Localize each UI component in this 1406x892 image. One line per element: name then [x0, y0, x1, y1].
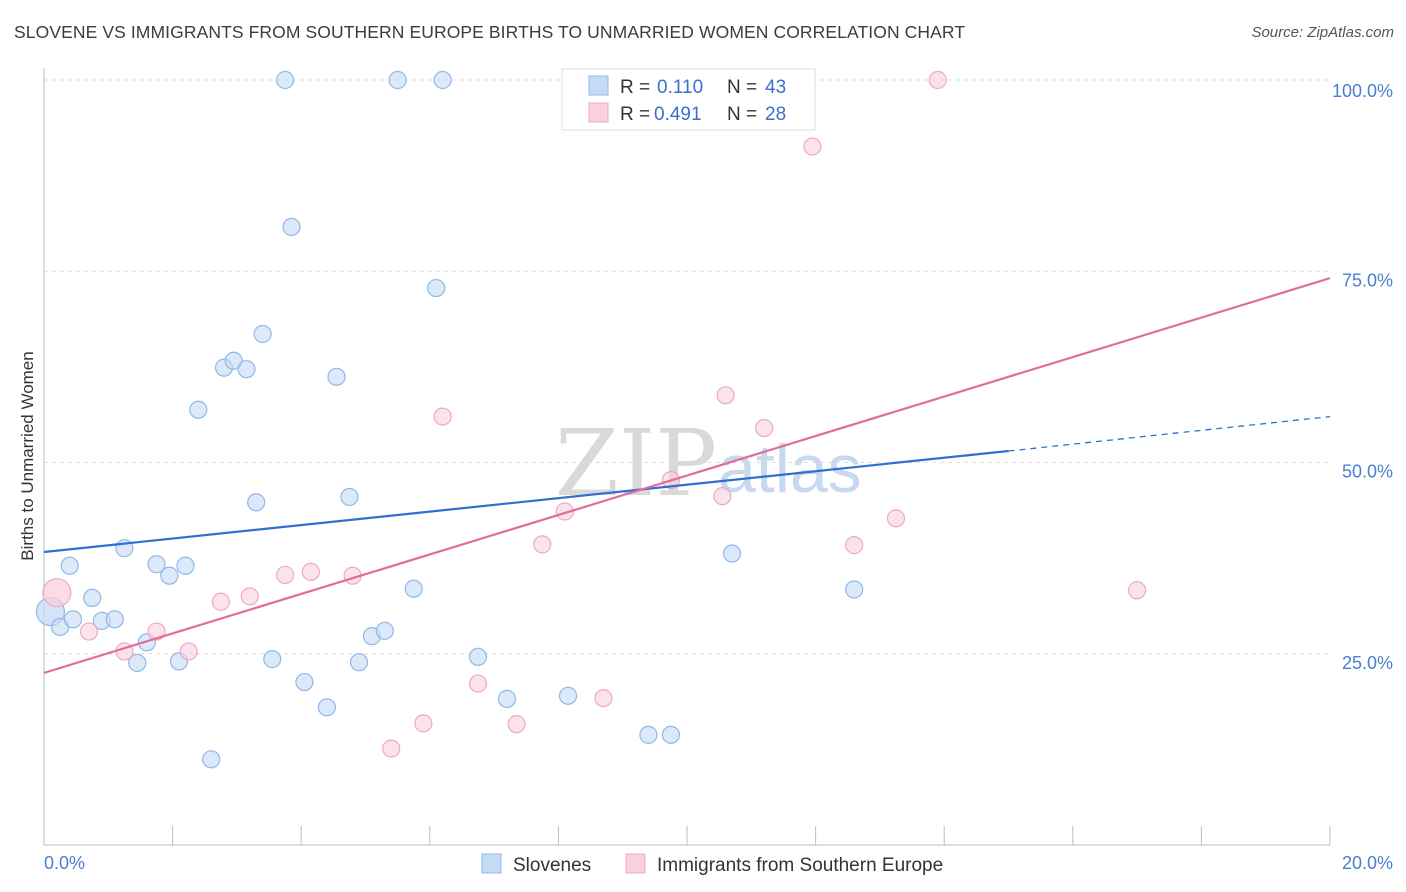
stats-r-value-1: 0.110: [657, 77, 703, 98]
trend-line-slovenes-extension: [1008, 415, 1331, 452]
chart-title: SLOVENE VS IMMIGRANTS FROM SOUTHERN EURO…: [14, 22, 966, 42]
slovenes-point-33: [427, 278, 446, 298]
slovenes-point-15: [202, 750, 221, 769]
slovenes-point-13: [176, 556, 195, 575]
y-tick-label-100: 100.0%: [1332, 81, 1393, 101]
slovenes-point-32: [404, 579, 423, 598]
x-axis-ticks: [43, 826, 1331, 845]
immigrants-point-17: [594, 689, 613, 708]
slovenes-point-19: [247, 493, 266, 512]
immigrants-point-12: [433, 407, 452, 426]
trend-lines: [43, 277, 1331, 674]
watermark-zip: ZIP: [555, 410, 717, 517]
stats-box: R = 0.110 N = 43 R = 0.491 N = 28: [561, 68, 816, 131]
immigrants-point-27: [1127, 581, 1147, 600]
slovenes-point-39: [661, 725, 681, 744]
immigrants-point-22: [755, 418, 774, 438]
immigrants-point-25: [886, 509, 906, 528]
source-label: Source: ZipAtlas.com: [1251, 24, 1394, 41]
slovenes-point-31: [388, 70, 407, 90]
immigrants-point-21: [716, 386, 735, 405]
slovenes-point-3: [63, 610, 83, 629]
slovenes-point-17: [224, 351, 243, 370]
immigrants-point-6: [240, 587, 259, 606]
immigrants-point-26: [928, 70, 947, 90]
immigrants-point-0: [42, 577, 72, 608]
slovenes-point-4: [83, 588, 102, 608]
legend: Slovenes Immigrants from Southern Europe: [481, 853, 943, 876]
slovenes-point-36: [497, 689, 517, 708]
immigrants-point-7: [276, 565, 295, 585]
trend-line-slovenes: [43, 449, 1009, 554]
slovenes-point-20: [253, 324, 272, 344]
stats-r-label-2: R =: [620, 104, 650, 125]
immigrants-point-23: [803, 137, 822, 156]
slovenes-point-38: [639, 725, 658, 744]
stats-n-value-2: 28: [765, 104, 786, 125]
slovenes-point-21: [263, 650, 282, 669]
slovenes-point-37: [558, 686, 578, 705]
stats-r-value-2: 0.491: [654, 104, 702, 125]
immigrants-point-4: [179, 642, 198, 661]
legend-label-immigrants: Immigrants from Southern Europe: [657, 855, 943, 876]
slovenes-point-34: [433, 70, 452, 90]
immigrants-point-24: [845, 536, 864, 555]
immigrants-point-20: [713, 487, 732, 506]
slovenes-point-10: [147, 555, 166, 574]
slovenes-point-11: [160, 566, 179, 585]
slovenes-point-23: [282, 217, 301, 236]
stats-n-value-1: 43: [765, 77, 786, 98]
slovenes-point-2: [60, 556, 79, 575]
slovenes-point-22: [276, 70, 295, 90]
slovenes-point-8: [128, 653, 147, 673]
legend-swatch-slovenes: [481, 853, 502, 874]
slovenes-point-27: [340, 487, 359, 507]
immigrants-point-13: [468, 674, 488, 693]
y-axis-tick-labels: 25.0% 50.0% 75.0% 100.0%: [1332, 81, 1393, 673]
immigrants-point-14: [507, 715, 526, 734]
immigrants-point-15: [533, 535, 552, 554]
immigrants-point-8: [301, 562, 320, 581]
immigrants-point-10: [382, 739, 401, 758]
stats-swatch-immigrants: [588, 102, 609, 123]
slovenes-point-40: [722, 544, 742, 563]
slovenes-point-18: [237, 360, 256, 379]
legend-label-slovenes: Slovenes: [513, 855, 591, 876]
slovenes-point-14: [189, 400, 208, 419]
y-tick-label-25: 25.0%: [1342, 653, 1393, 673]
slovenes-point-30: [375, 621, 394, 640]
immigrants-point-5: [211, 592, 230, 611]
immigrants-point-11: [414, 714, 433, 733]
x-tick-label-min: 0.0%: [44, 853, 85, 873]
y-axis-label: Births to Unmarried Women: [18, 351, 37, 560]
slovenes-point-24: [295, 672, 314, 692]
stats-swatch-slovenes: [588, 75, 609, 96]
trend-line-immigrants: [43, 277, 1331, 674]
stats-r-label-1: R =: [620, 77, 650, 98]
slovenes-point-6: [105, 610, 124, 629]
slovenes-point-35: [468, 647, 488, 666]
y-tick-label-50: 50.0%: [1342, 462, 1393, 482]
slovenes-point-26: [327, 367, 346, 386]
legend-swatch-immigrants: [625, 853, 646, 874]
y-tick-label-75: 75.0%: [1342, 270, 1393, 290]
stats-n-label-2: N =: [727, 104, 757, 125]
immigrants-point-1: [79, 622, 99, 641]
immigrants-point-3: [147, 622, 166, 641]
x-tick-label-max: 20.0%: [1342, 853, 1393, 873]
slovenes-point-28: [349, 653, 369, 672]
series-slovenes-points: [35, 70, 864, 769]
slovenes-point-42: [845, 580, 864, 599]
slovenes-point-25: [317, 698, 337, 717]
stats-n-label-1: N =: [727, 77, 757, 98]
